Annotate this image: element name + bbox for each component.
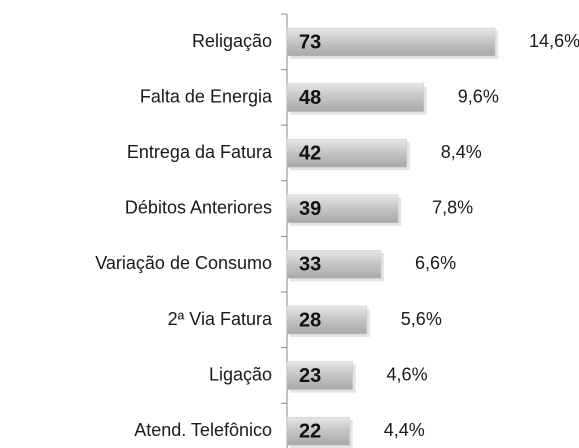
category-label: Atend. Telefônico [134, 420, 272, 440]
share-label: 8,4% [441, 142, 482, 162]
share-label: 14,6% [529, 31, 579, 51]
value-label: 42 [299, 142, 321, 164]
category-label: Ligação [209, 364, 272, 384]
bar [286, 250, 382, 279]
value-label: 73 [299, 31, 321, 53]
category-label: Variação de Consumo [95, 253, 272, 273]
bar [286, 361, 353, 390]
share-label: 4,6% [387, 364, 428, 384]
value-label: 33 [299, 254, 321, 276]
share-label: 7,8% [432, 198, 473, 218]
share-label: 9,6% [458, 86, 499, 106]
bar [286, 416, 350, 446]
value-label: 39 [299, 198, 321, 220]
bar [286, 138, 407, 168]
bar [286, 194, 399, 224]
category-label: 2ª Via Fatura [168, 309, 273, 329]
bar [286, 305, 368, 335]
share-label: 5,6% [401, 309, 442, 329]
value-label: 48 [299, 87, 321, 109]
value-label: 22 [299, 420, 321, 442]
category-label: Falta de Energia [140, 86, 273, 106]
value-label: 23 [299, 365, 321, 387]
share-label: 4,4% [384, 420, 425, 440]
category-label: Débitos Anteriores [125, 198, 272, 218]
value-label: 28 [299, 309, 321, 331]
bar [286, 27, 496, 57]
category-label: Entrega da Fatura [127, 142, 273, 162]
share-label: 6,6% [415, 253, 456, 273]
bar [286, 83, 425, 112]
category-label: Religação [192, 31, 272, 51]
